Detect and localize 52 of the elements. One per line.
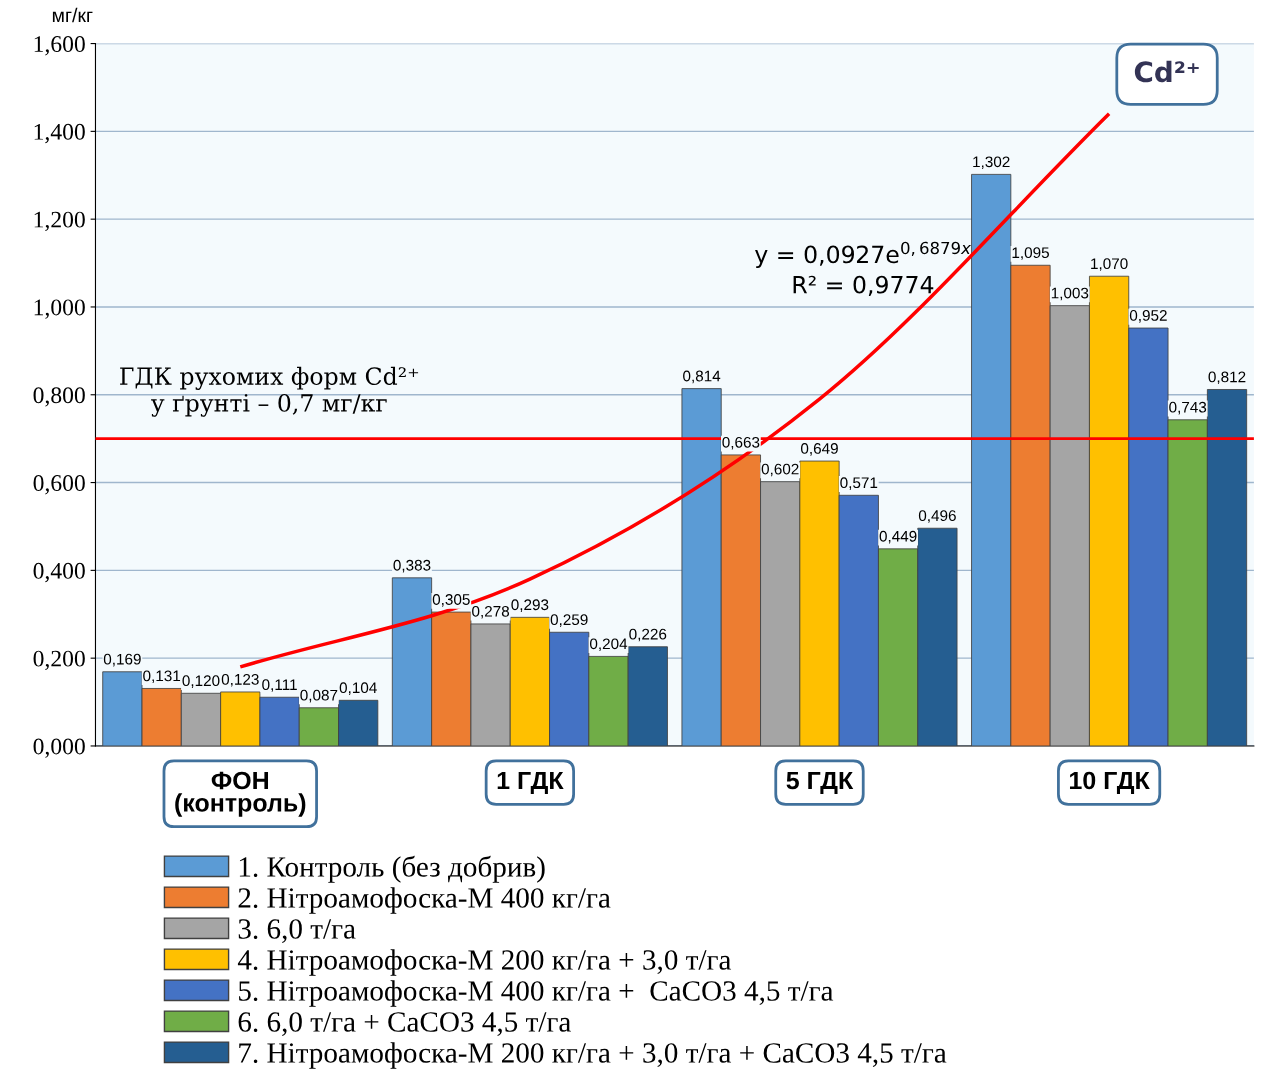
data-label: 1,302 [973,156,1010,169]
y-tick-label: 0,200 [33,650,85,670]
data-label: 0,812 [1208,371,1246,385]
text: y = 0,0927e$^{0,6879x}$ R² = 0,9774 [755,241,972,297]
data-label: 0,087 [300,689,338,703]
legend-label: 2. Нітроамофоска-М 400 кг/га [238,887,611,914]
data-label: 0,602 [761,463,799,477]
y-tick-label: 1,400 [34,123,85,144]
data-label: 0,496 [918,510,956,523]
data-label: 0,169 [103,653,141,667]
data-label: 1,003 [1051,287,1089,301]
data-label: 1,070 [1091,258,1128,271]
data-label: 0,952 [1129,310,1167,323]
data-label: 0,131 [143,670,181,684]
y-axis-title: мг/кг [52,7,93,23]
data-label: 0,204 [589,638,628,652]
legend-label: 1. Контроль (без добрив) [239,855,545,883]
legend-label: 5. Нітроамофоска-М 400 кг/га + CaCO3 4,5 т/га [239,980,834,1007]
x-tick-label: 1 ГДК [497,771,564,795]
data-label: 0,293 [511,599,549,612]
y-tick-label: 1,000 [34,299,85,319]
data-label: 0,383 [393,559,431,573]
data-label: 0,449 [879,530,917,544]
legend-label: 3. 6,0 т/га [238,919,356,944]
data-label: 0,120 [182,675,220,688]
y-tick-label: 0,600 [33,475,85,495]
data-label: 0,259 [550,614,588,627]
x-tick-label: ФОН (контроль) [175,771,306,817]
data-label: 0,123 [221,673,259,687]
data-label: 0,814 [683,370,721,384]
data-label: 0,571 [840,477,878,490]
data-label: 0,226 [629,628,667,642]
y-tick-label: 0,000 [33,738,85,758]
data-label: 0,743 [1169,401,1207,415]
x-tick-label: 10 ГДК [1069,771,1150,795]
data-label: 0,649 [800,443,838,456]
y-tick-label: 1,200 [34,211,85,231]
ref-line-label: ГДК рухомих форм Cd²⁺ у ґрунті – 0,7 мг/кг [120,366,419,417]
data-label: 0,278 [472,605,510,619]
x-tick-label: 5 ГДК [786,771,854,795]
annotation: Cd²⁺ [1134,60,1199,83]
y-tick-label: 1,600 [34,36,85,56]
data-label: 0,663 [722,436,760,450]
data-label: 0,104 [339,682,377,695]
legend-label: 4. Нітроамофоска-М 200 кг/га + 3,0 т/га [237,949,732,976]
data-label: 1,095 [1012,247,1049,260]
legend-label: 7. Нітроамофоска-М 200 кг/га + 3,0 т/га + CaCO3 4,5 т/га [239,1042,947,1069]
y-tick-label: 0,800 [33,387,85,407]
legend-label: 6. 6,0 т/га + CaCO3 4,5 т/га [238,1012,571,1037]
data-label: 0,305 [432,594,470,607]
data-label: 0,111 [262,679,297,692]
y-tick-label: 0,400 [33,562,85,583]
